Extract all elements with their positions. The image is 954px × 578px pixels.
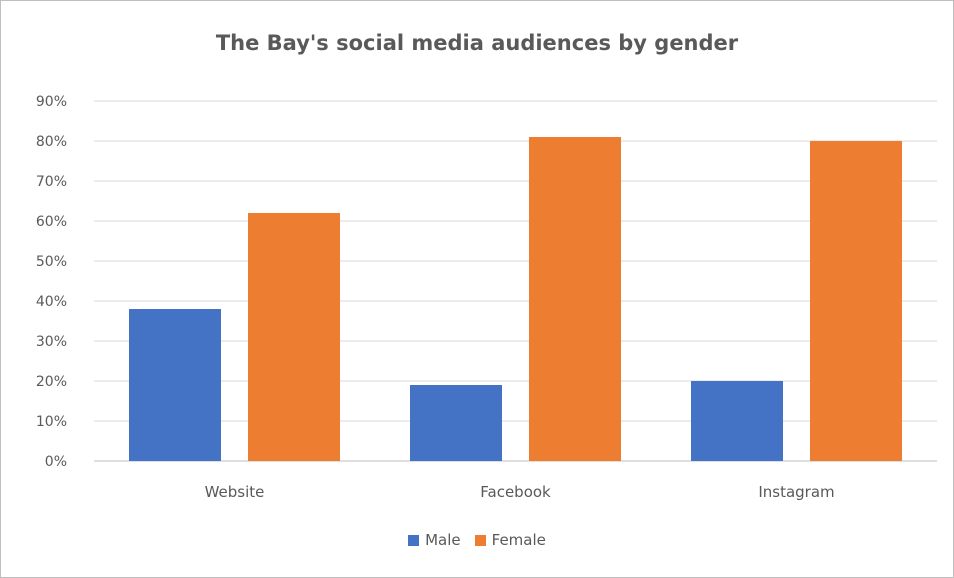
legend-label: Male	[425, 531, 461, 549]
legend-swatch	[474, 534, 486, 546]
bar-female-instagram	[810, 141, 902, 461]
legend-swatch	[408, 534, 420, 546]
y-tick-label: 50%	[36, 254, 67, 270]
chart-title: The Bay's social media audiences by gend…	[215, 31, 739, 55]
y-tick-label: 80%	[36, 134, 67, 150]
y-tick-label: 40%	[36, 294, 67, 310]
bar-female-facebook	[529, 137, 621, 461]
y-tick-label: 90%	[36, 94, 67, 110]
chart-legend: Male Female	[1, 531, 953, 549]
y-tick-label: 10%	[36, 414, 67, 430]
bar-male-website	[129, 309, 221, 461]
bar-male-facebook	[410, 385, 502, 461]
y-tick-label: 0%	[45, 454, 67, 470]
x-category-label: Facebook	[480, 483, 551, 501]
y-tick-label: 60%	[36, 214, 67, 230]
x-category-label: Website	[205, 483, 265, 501]
bar-male-instagram	[691, 381, 783, 461]
legend-label: Female	[491, 531, 546, 549]
bar-female-website	[248, 213, 340, 461]
legend-item-female: Female	[474, 531, 546, 549]
legend-item-male: Male	[408, 531, 461, 549]
y-tick-label: 20%	[36, 374, 67, 390]
y-tick-label: 30%	[36, 334, 67, 350]
y-tick-label: 70%	[36, 174, 67, 190]
x-category-label: Instagram	[758, 483, 834, 501]
